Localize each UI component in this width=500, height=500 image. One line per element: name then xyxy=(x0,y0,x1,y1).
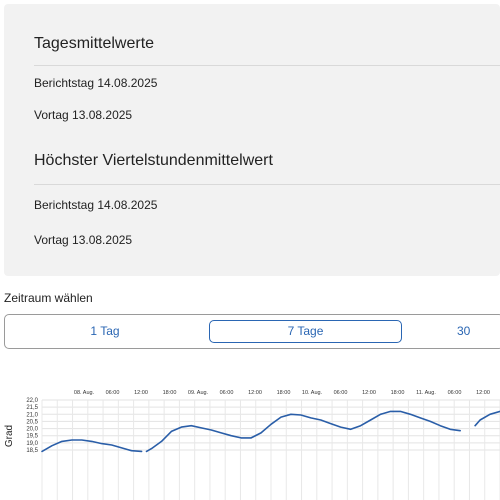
x-tick-label: 06:00 xyxy=(334,390,348,396)
y-tick-label: 21,0 xyxy=(26,412,38,418)
x-tick-label: 12:00 xyxy=(134,390,148,396)
y-tick-label: 22,0 xyxy=(26,398,38,404)
series-line xyxy=(145,410,461,453)
y-tick-label: 18,5 xyxy=(26,448,38,454)
report-day-row: Berichtstag 14.08.2025 xyxy=(34,76,158,90)
x-tick-label: 10. Aug. xyxy=(302,390,323,396)
x-tick-label: 12:00 xyxy=(248,390,262,396)
x-tick-label: 08. Aug. xyxy=(74,390,95,396)
x-tick-label: 06:00 xyxy=(448,390,462,396)
section-title-daily-mean: Tagesmittelwerte xyxy=(34,35,155,52)
x-tick-label: 12:00 xyxy=(362,390,376,396)
y-tick-label: 19,5 xyxy=(26,434,38,440)
x-tick-label: 12:00 xyxy=(476,390,490,396)
period-label: Zeitraum wählen xyxy=(4,291,93,305)
x-tick-label: 11. Aug. xyxy=(416,390,436,396)
section-title-max-quarter-hour: Höchster Viertelstundenmittelwert xyxy=(34,152,273,169)
previous-day-row: Vortag 13.08.2025 xyxy=(34,233,133,247)
y-tick-label: 19,0 xyxy=(26,441,38,447)
x-tick-label: 18:00 xyxy=(163,390,177,396)
period-selector: 1 Tag 7 Tage 30 xyxy=(4,314,500,349)
period-7-days-button[interactable]: 7 Tage xyxy=(209,320,402,343)
divider xyxy=(34,65,500,66)
temperature-chart: 22,021,521,020,5 20,019,519,018,5 08. Aug.… xyxy=(4,390,500,500)
x-tick-label: 06:00 xyxy=(220,390,234,396)
report-day-row: Berichtstag 14.08.2025 xyxy=(34,198,158,212)
y-tick-label: 20,0 xyxy=(26,427,38,433)
series-line xyxy=(41,439,143,453)
period-1-day-button[interactable]: 1 Tag xyxy=(90,324,120,338)
y-axis-label: Grad xyxy=(4,425,15,447)
summary-panel: Tagesmittelwerte Berichtstag 14.08.2025 … xyxy=(4,4,500,276)
previous-day-row: Vortag 13.08.2025 xyxy=(34,108,133,122)
y-tick-label: 21,5 xyxy=(26,405,38,411)
divider xyxy=(34,184,500,185)
y-tick-label: 20,5 xyxy=(26,419,38,425)
x-tick-label: 06:00 xyxy=(106,390,120,396)
x-tick-label: 18:00 xyxy=(277,390,291,396)
series-line xyxy=(474,410,500,427)
period-30-days-button[interactable]: 30 xyxy=(457,324,471,338)
x-tick-label: 18:00 xyxy=(391,390,405,396)
x-tick-label: 09. Aug. xyxy=(188,390,209,396)
